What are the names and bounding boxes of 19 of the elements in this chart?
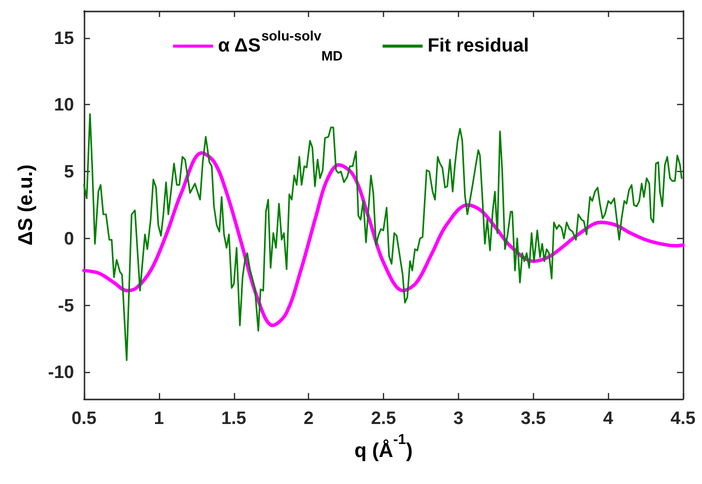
y-tick-label: 0 [64,228,74,248]
x-tick-label: 1 [154,408,164,428]
x-tick-label: 2.5 [370,408,396,428]
y-axis-title: ΔS (e.u.) [15,164,37,246]
x-tick-label: 2 [304,408,314,428]
line-series [82,151,685,328]
x-tick-label: 0.5 [71,408,97,428]
x-tick-label: 4.5 [670,408,696,428]
y-tick-label: 5 [64,162,74,182]
line-series [83,113,682,361]
y-tick-label: -5 [58,295,74,316]
x-tick-label: 3 [453,408,464,428]
x-tick-label: 4 [603,408,614,428]
x-tick-label: 3.5 [520,408,546,428]
y-tick-label: 15 [54,28,74,48]
legend-label: Fit residual [428,36,529,57]
y-tick-label: 10 [54,94,74,115]
x-tick-label: 1.5 [221,408,246,428]
y-tick-label: -10 [48,362,74,382]
